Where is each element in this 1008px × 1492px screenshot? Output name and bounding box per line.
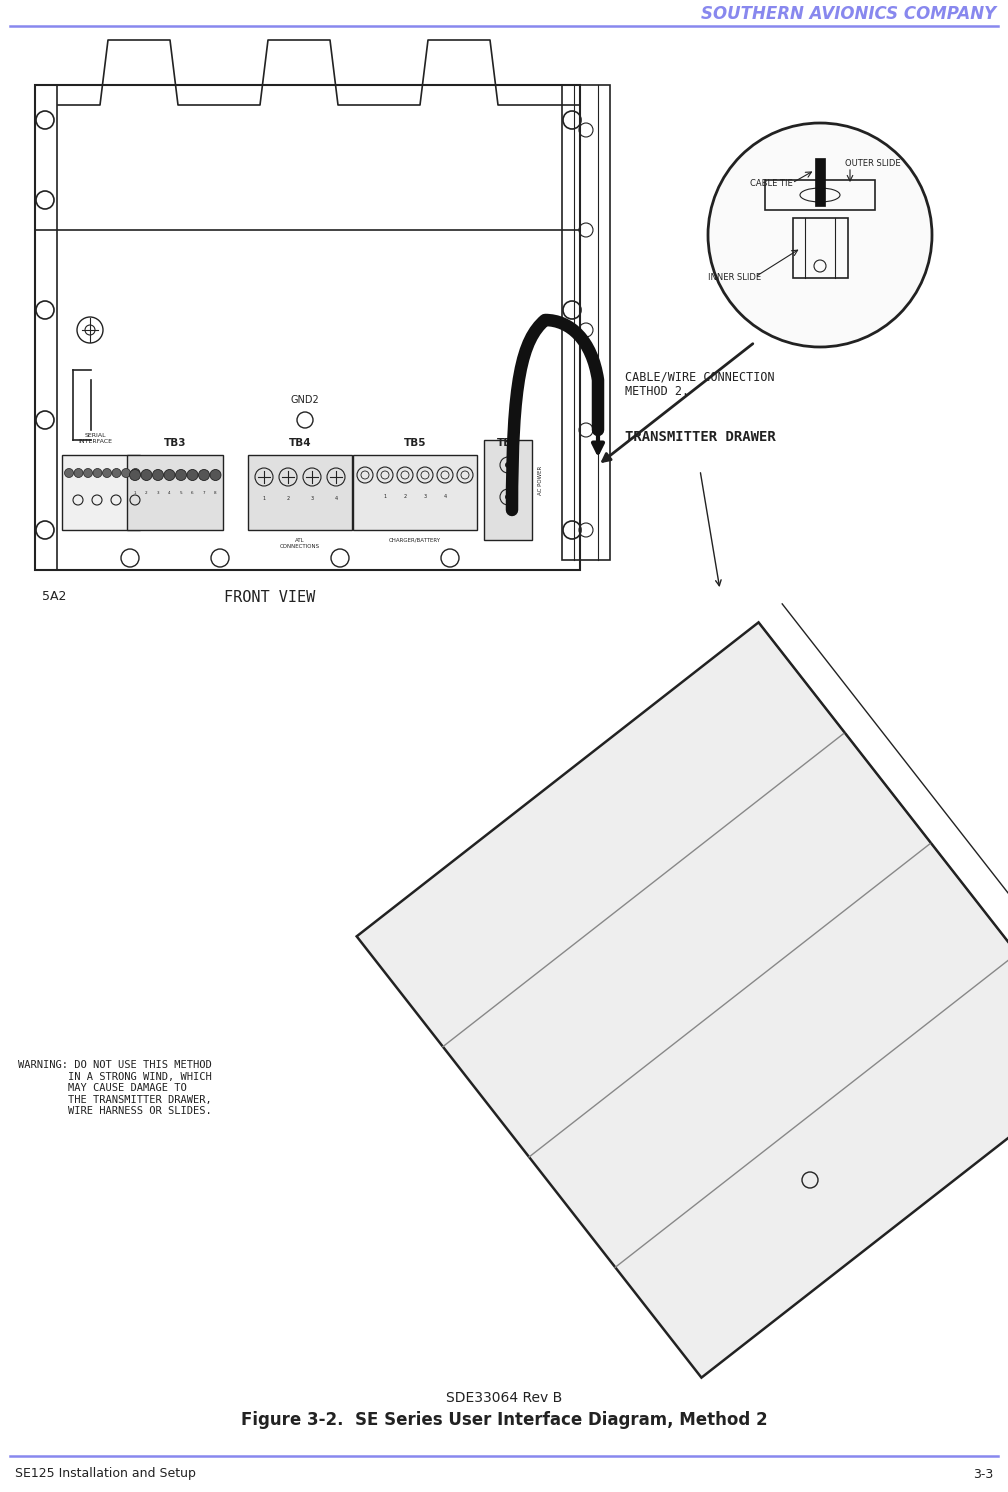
Circle shape	[131, 468, 140, 477]
Text: SOUTHERN AVIONICS COMPANY: SOUTHERN AVIONICS COMPANY	[701, 4, 996, 22]
Text: ATL
CONNECTIONS: ATL CONNECTIONS	[280, 539, 321, 549]
Bar	[353, 455, 477, 530]
Bar	[127, 455, 223, 530]
Text: TB5: TB5	[404, 439, 426, 448]
Text: CABLE/WIRE CONNECTION
METHOD 2.: CABLE/WIRE CONNECTION METHOD 2.	[625, 370, 774, 398]
Text: 3-3: 3-3	[973, 1468, 993, 1480]
Text: 6: 6	[192, 491, 194, 495]
Circle shape	[129, 470, 140, 480]
Circle shape	[65, 468, 74, 477]
Text: 1: 1	[262, 495, 265, 500]
Circle shape	[152, 470, 163, 480]
Bar	[248, 455, 352, 530]
Text: 2: 2	[145, 491, 148, 495]
Circle shape	[210, 470, 221, 480]
Circle shape	[505, 463, 511, 468]
Text: CABLE TIE: CABLE TIE	[750, 179, 792, 188]
Text: 4: 4	[168, 491, 170, 495]
Text: TB4: TB4	[288, 439, 311, 448]
Bar	[815, 158, 825, 206]
Polygon shape	[357, 622, 1008, 1377]
Text: 8: 8	[214, 491, 217, 495]
Text: OUTER SLIDE: OUTER SLIDE	[845, 158, 900, 167]
Circle shape	[103, 468, 112, 477]
Circle shape	[505, 494, 511, 500]
Circle shape	[187, 470, 198, 480]
Text: TB3: TB3	[163, 439, 186, 448]
Text: GND2: GND2	[290, 395, 320, 404]
Bar	[35, 85, 580, 570]
Text: 3: 3	[310, 495, 313, 500]
Text: AC POWER: AC POWER	[538, 466, 543, 495]
Text: 1: 1	[134, 491, 136, 495]
Circle shape	[74, 468, 83, 477]
Bar	[562, 85, 610, 560]
Text: WARNING: DO NOT USE THIS METHOD
        IN A STRONG WIND, WHICH
        MAY CAUS: WARNING: DO NOT USE THIS METHOD IN A STR…	[18, 1059, 212, 1116]
Text: FRONT VIEW: FRONT VIEW	[225, 589, 316, 604]
Text: 2: 2	[403, 494, 406, 500]
Text: 4: 4	[335, 495, 338, 500]
Circle shape	[141, 470, 152, 480]
Text: SDE33064 Rev B: SDE33064 Rev B	[446, 1391, 562, 1405]
Text: SE125 Installation and Setup: SE125 Installation and Setup	[15, 1468, 196, 1480]
Circle shape	[164, 470, 175, 480]
Text: TB6: TB6	[497, 439, 519, 448]
Bar	[793, 218, 848, 278]
Text: 1: 1	[383, 494, 386, 500]
Text: 3: 3	[156, 491, 159, 495]
Text: 2: 2	[286, 495, 289, 500]
Bar	[765, 181, 875, 210]
Circle shape	[112, 468, 121, 477]
Text: 3: 3	[423, 494, 426, 500]
Bar	[484, 440, 532, 540]
Circle shape	[175, 470, 186, 480]
Text: TRANSMITTER DRAWER: TRANSMITTER DRAWER	[625, 430, 776, 445]
Text: 7: 7	[203, 491, 206, 495]
Text: 5: 5	[179, 491, 182, 495]
Circle shape	[199, 470, 210, 480]
Bar	[35, 85, 57, 570]
Text: 4: 4	[444, 494, 447, 500]
Bar	[62, 455, 140, 530]
Circle shape	[84, 468, 93, 477]
Text: INNER SLIDE: INNER SLIDE	[708, 273, 761, 282]
Text: Figure 3-2.  SE Series User Interface Diagram, Method 2: Figure 3-2. SE Series User Interface Dia…	[241, 1411, 767, 1429]
Text: CHARGER/BATTERY: CHARGER/BATTERY	[389, 539, 442, 543]
Circle shape	[122, 468, 130, 477]
Text: 5A2: 5A2	[42, 589, 67, 603]
Text: SERIAL
INTERFACE: SERIAL INTERFACE	[78, 433, 112, 445]
Circle shape	[708, 122, 932, 348]
Circle shape	[93, 468, 102, 477]
